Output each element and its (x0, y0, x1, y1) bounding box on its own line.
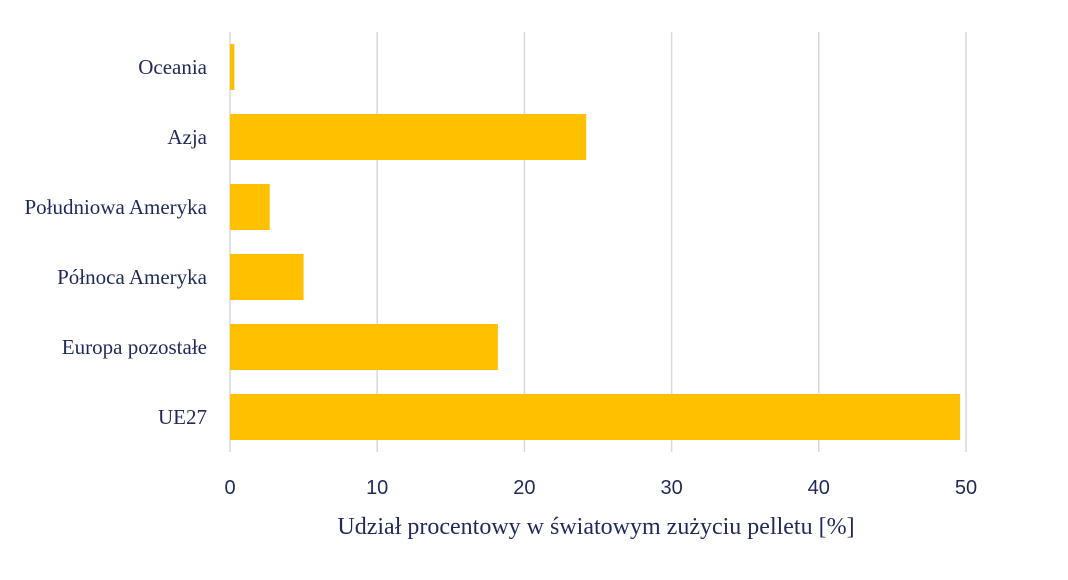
bar-5 (230, 394, 961, 440)
x-tick-label: 40 (808, 477, 830, 499)
bars (230, 44, 961, 440)
x-axis-title: Udział procentowy w światowym zużyciu pe… (337, 514, 854, 540)
x-tick-labels: 0 10 20 30 40 50 (224, 477, 977, 499)
category-label: Oceania (138, 55, 207, 79)
x-tick-label: 0 (224, 477, 235, 499)
x-tick-label: 50 (955, 477, 977, 499)
bar-3 (230, 254, 304, 300)
bar-0 (230, 44, 235, 90)
bar-4 (230, 324, 498, 370)
category-label: Południowa Ameryka (24, 195, 207, 219)
gridlines (229, 32, 967, 452)
x-tick-label: 10 (366, 477, 388, 499)
bar-2 (230, 184, 270, 230)
category-labels: Oceania Azja Południowa Ameryka Północa Ame… (24, 55, 207, 429)
category-label: UE27 (158, 405, 207, 429)
category-label: Europa pozostałe (62, 335, 207, 359)
category-label: Azja (167, 125, 207, 149)
x-tick-label: 20 (513, 477, 535, 499)
x-tick-label: 30 (660, 477, 682, 499)
bar-1 (230, 114, 587, 160)
category-label: Północa Ameryka (57, 265, 208, 289)
